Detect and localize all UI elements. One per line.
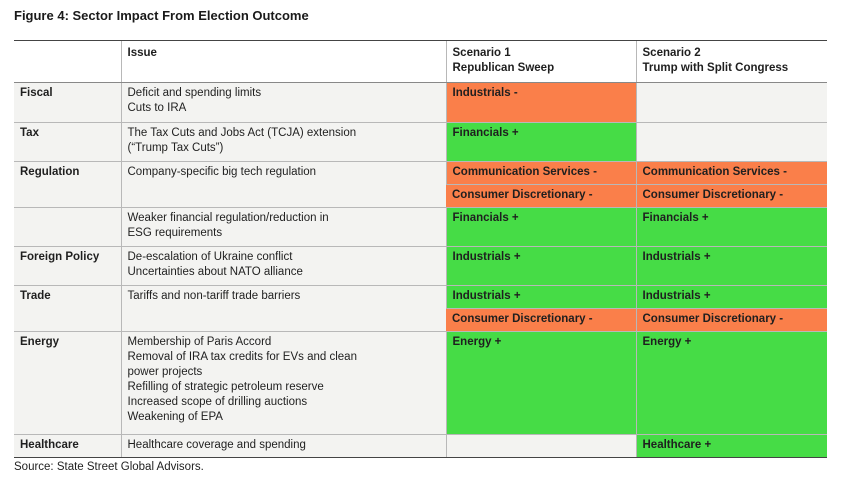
- table-row: Consumer Discretionary - Consumer Discre…: [14, 184, 827, 208]
- header-issue: Issue: [120, 40, 446, 83]
- issue-line: Healthcare coverage and spending: [127, 439, 306, 451]
- scenario-2-impact: [635, 122, 827, 162]
- issue-line: Weakening of EPA: [127, 411, 223, 423]
- table-row: Consumer Discretionary - Consumer Discre…: [14, 308, 827, 332]
- issue-line: Uncertainties about NATO alliance: [127, 266, 303, 278]
- header-scenario-1-name: Republican Sweep: [452, 62, 555, 74]
- sector-impact-table: Issue Scenario 1 Republican Sweep Scenar…: [14, 40, 827, 458]
- table-row: Trade Tariffs and non-tariff trade barri…: [14, 285, 827, 332]
- issue-cell: De-escalation of Ukraine conflict Uncert…: [120, 246, 446, 286]
- issue-line: Weaker financial regulation/reduction in: [127, 212, 329, 224]
- category-cell: Regulation: [14, 161, 121, 208]
- category-cell: Foreign Policy: [14, 246, 121, 286]
- figure-title: Figure 4: Sector Impact From Election Ou…: [14, 8, 309, 23]
- table-row: Weaker financial regulation/reduction in…: [14, 207, 827, 247]
- issue-line: power projects: [127, 366, 203, 378]
- table-row: Tax The Tax Cuts and Jobs Act (TCJA) ext…: [14, 122, 827, 162]
- issue-cell: Tariffs and non-tariff trade barriers: [120, 285, 446, 332]
- header-scenario-1-label: Scenario 1: [452, 47, 511, 59]
- issue-line: Company-specific big tech regulation: [127, 166, 317, 178]
- issue-line: Refilling of strategic petroleum reserve: [127, 381, 324, 393]
- scenario-2-impact: Energy +: [635, 331, 827, 435]
- scenario-2-impact: [635, 82, 827, 123]
- scenario-2-impact: Financials +: [635, 207, 827, 247]
- issue-line: De-escalation of Ukraine conflict: [127, 251, 293, 263]
- table-row: Energy Membership of Paris Accord Remova…: [14, 331, 827, 435]
- issue-cell: Membership of Paris Accord Removal of IR…: [120, 331, 446, 435]
- scenario-1-impact: Industrials +: [445, 246, 636, 286]
- table-row: Fiscal Deficit and spending limits Cuts …: [14, 82, 827, 123]
- header-scenario-1: Scenario 1 Republican Sweep: [445, 40, 636, 83]
- category-cell: Energy: [14, 331, 121, 435]
- scenario-2-impact: Communication Services -: [635, 161, 827, 185]
- header-scenario-2-label: Scenario 2: [642, 47, 701, 59]
- issue-line: (“Trump Tax Cuts”): [127, 142, 224, 154]
- issue-cell: Company-specific big tech regulation: [120, 161, 446, 208]
- category-cell: Fiscal: [14, 82, 121, 123]
- scenario-1-impact: Industrials -: [445, 82, 636, 123]
- issue-cell: Deficit and spending limits Cuts to IRA: [120, 82, 446, 123]
- scenario-2-impact: Industrials +: [635, 285, 827, 309]
- scenario-2-impact: Consumer Discretionary -: [635, 184, 827, 208]
- scenario-1-impact: [445, 434, 636, 458]
- scenario-1-impact: Financials +: [445, 207, 636, 247]
- scenario-2-impact: Healthcare +: [635, 434, 827, 458]
- category-cell: Trade: [14, 285, 121, 332]
- issue-cell: Weaker financial regulation/reduction in…: [120, 207, 446, 247]
- header-scenario-2-name: Trump with Split Congress: [642, 62, 789, 74]
- table-row: Foreign Policy De-escalation of Ukraine …: [14, 246, 827, 286]
- category-cell: Healthcare: [14, 434, 121, 458]
- scenario-2-impact: Consumer Discretionary -: [635, 308, 827, 332]
- issue-line: ESG requirements: [127, 227, 223, 239]
- scenario-2-impact: Industrials +: [635, 246, 827, 286]
- table-row: Healthcare Healthcare coverage and spend…: [14, 434, 827, 458]
- scenario-1-impact: Consumer Discretionary -: [446, 308, 636, 332]
- category-cell: Tax: [14, 122, 121, 162]
- scenario-1-impact: Consumer Discretionary -: [446, 184, 636, 208]
- issue-line: Removal of IRA tax credits for EVs and c…: [127, 351, 357, 363]
- issue-line: Increased scope of drilling auctions: [127, 396, 308, 408]
- scenario-1-impact: Communication Services -: [445, 161, 636, 185]
- issue-line: The Tax Cuts and Jobs Act (TCJA) extensi…: [127, 127, 357, 139]
- table-row: Regulation Company-specific big tech reg…: [14, 161, 827, 208]
- source-note: Source: State Street Global Advisors.: [14, 461, 204, 473]
- scenario-1-impact: Energy +: [445, 331, 636, 435]
- table-header-row: Issue Scenario 1 Republican Sweep Scenar…: [14, 40, 827, 83]
- issue-line: Membership of Paris Accord: [127, 336, 272, 348]
- issue-cell: The Tax Cuts and Jobs Act (TCJA) extensi…: [120, 122, 446, 162]
- header-scenario-2: Scenario 2 Trump with Split Congress: [635, 40, 827, 83]
- header-category: [14, 40, 121, 83]
- scenario-1-impact: Financials +: [445, 122, 636, 162]
- issue-line: Deficit and spending limits: [127, 87, 262, 99]
- scenario-1-impact: Industrials +: [445, 285, 636, 309]
- issue-line: Tariffs and non-tariff trade barriers: [127, 290, 301, 302]
- category-cell: [14, 207, 121, 247]
- issue-cell: Healthcare coverage and spending: [120, 434, 446, 458]
- issue-line: Cuts to IRA: [127, 102, 187, 114]
